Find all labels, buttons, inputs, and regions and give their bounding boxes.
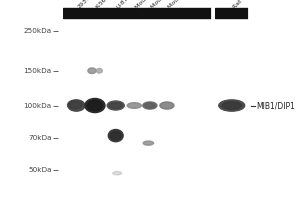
Text: Rat brain: Rat brain (232, 0, 256, 10)
Ellipse shape (219, 100, 245, 111)
Ellipse shape (222, 102, 241, 109)
Text: Mouse brain: Mouse brain (167, 0, 198, 10)
Ellipse shape (110, 131, 121, 140)
Ellipse shape (88, 68, 96, 74)
Ellipse shape (107, 101, 124, 110)
Ellipse shape (109, 102, 122, 109)
Ellipse shape (127, 103, 141, 108)
Text: 100kDa: 100kDa (23, 103, 52, 109)
Ellipse shape (145, 103, 155, 108)
Bar (63, 8, 212, 18)
Text: Mouse testis: Mouse testis (150, 0, 181, 10)
Text: 50kDa: 50kDa (28, 167, 52, 173)
Text: 150kDa: 150kDa (23, 68, 52, 74)
Ellipse shape (68, 100, 85, 111)
Ellipse shape (143, 102, 157, 109)
Ellipse shape (113, 172, 122, 175)
Ellipse shape (108, 129, 123, 142)
Ellipse shape (96, 68, 102, 73)
Ellipse shape (88, 100, 102, 111)
Text: 70kDa: 70kDa (28, 135, 52, 141)
Ellipse shape (85, 98, 105, 113)
Bar (214, 8, 249, 18)
Text: U-87MG: U-87MG (116, 0, 137, 10)
Text: K-562: K-562 (95, 0, 111, 10)
Ellipse shape (68, 100, 82, 109)
Text: 293T: 293T (76, 0, 91, 10)
Text: 250kDa: 250kDa (23, 28, 52, 34)
Ellipse shape (143, 141, 154, 145)
Text: Mouse lung: Mouse lung (134, 0, 164, 10)
Text: MIB1/DIP1: MIB1/DIP1 (256, 101, 295, 110)
Ellipse shape (160, 102, 174, 109)
